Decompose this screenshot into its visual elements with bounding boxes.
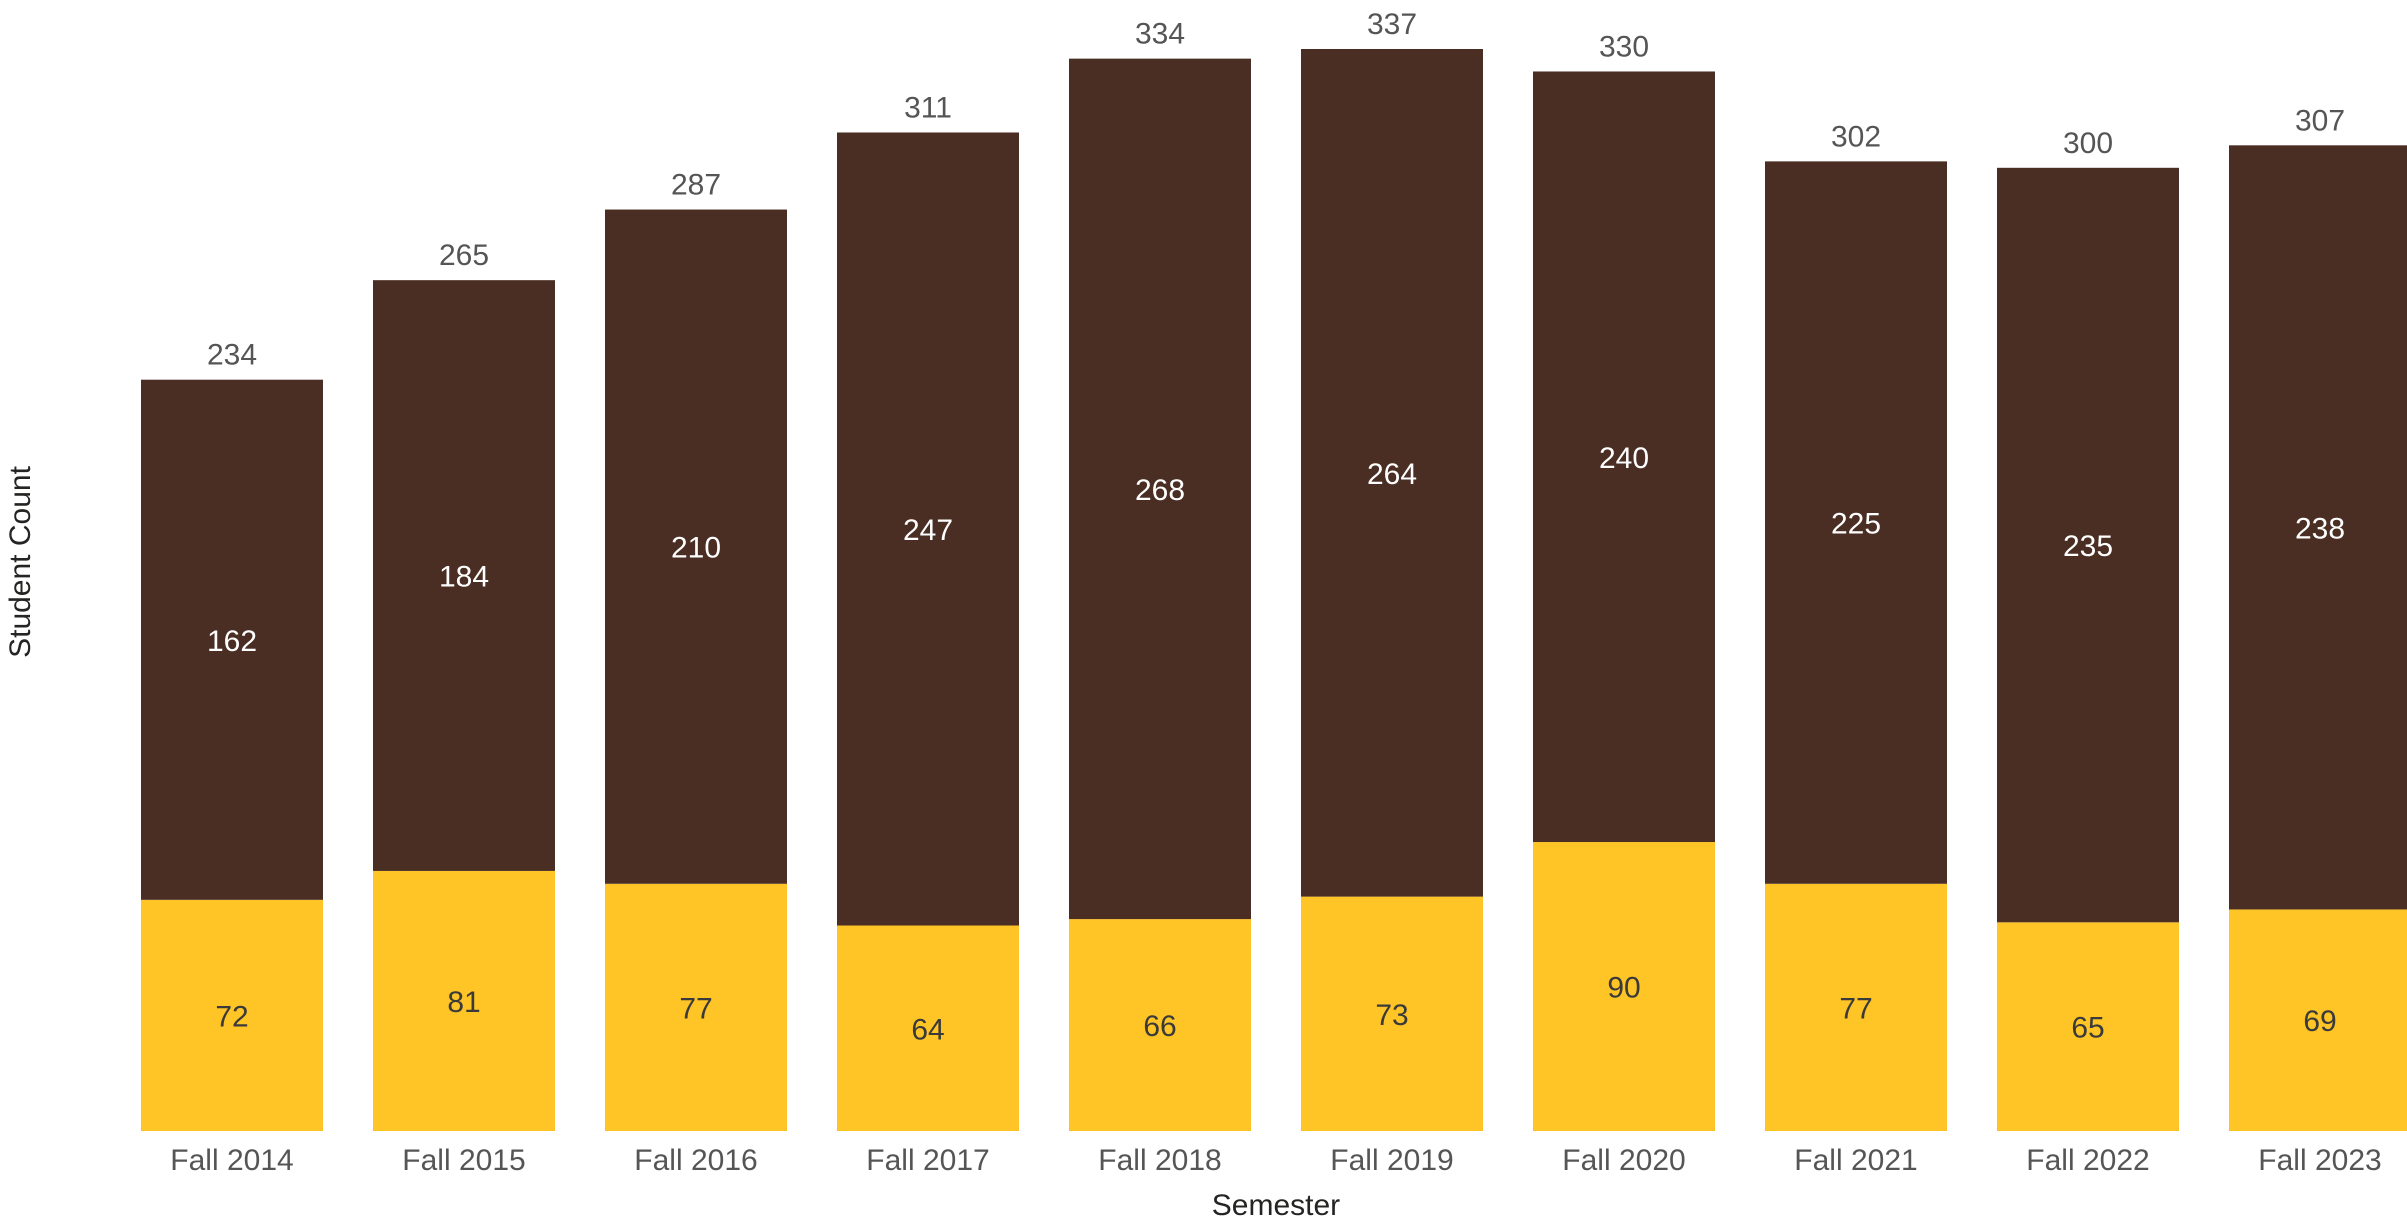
x-tick-label: Fall 2022 (2026, 1144, 2149, 1177)
x-tick-label: Fall 2016 (634, 1144, 757, 1177)
bar-segment-upper-fall-2021[interactable] (1765, 161, 1947, 884)
segment-value-label: 264 (1367, 458, 1417, 491)
segment-value-label: 77 (679, 992, 712, 1025)
x-tick-label: Fall 2018 (1098, 1144, 1221, 1177)
x-tick-label: Fall 2023 (2258, 1144, 2381, 1177)
bar-segment-upper-fall-2019[interactable] (1301, 49, 1483, 897)
bar-segment-lower-fall-2017[interactable] (837, 925, 1019, 1131)
segment-value-label: 72 (215, 1000, 248, 1033)
segment-value-label: 238 (2295, 512, 2345, 545)
segment-value-label: 162 (207, 625, 257, 658)
x-tick-label: Fall 2019 (1330, 1144, 1453, 1177)
bar-segment-lower-fall-2015[interactable] (373, 870, 555, 1131)
segment-value-label: 73 (1375, 999, 1408, 1032)
segment-value-label: 235 (2063, 530, 2113, 563)
bar-segment-lower-fall-2022[interactable] (1997, 922, 2179, 1131)
x-tick-label: Fall 2021 (1794, 1144, 1917, 1177)
bar-segment-lower-fall-2014[interactable] (141, 899, 323, 1131)
total-value-label: 330 (1599, 30, 1649, 63)
total-value-label: 234 (207, 339, 257, 372)
segment-value-label: 81 (447, 986, 480, 1019)
total-value-label: 311 (904, 91, 952, 124)
bar-segment-lower-fall-2018[interactable] (1069, 919, 1251, 1131)
x-tick-label: Fall 2015 (402, 1144, 525, 1177)
bar-segment-upper-fall-2016[interactable] (605, 209, 787, 884)
bar-segment-lower-fall-2023[interactable] (2229, 909, 2407, 1131)
bar-segment-upper-fall-2015[interactable] (373, 280, 555, 871)
bars-layer (141, 49, 2407, 1131)
total-value-label: 300 (2063, 127, 2113, 160)
total-value-label: 302 (1831, 120, 1881, 153)
x-tick-label: Fall 2014 (170, 1144, 293, 1177)
segment-value-label: 64 (911, 1013, 944, 1046)
bar-segment-upper-fall-2020[interactable] (1533, 71, 1715, 843)
segment-value-label: 240 (1599, 442, 1649, 475)
segment-value-label: 69 (2303, 1005, 2336, 1038)
segment-value-label: 225 (1831, 508, 1881, 541)
x-axis-ticks: Fall 2014 Fall 2015 Fall 2016 Fall 2017 Fall… (170, 1144, 2381, 1177)
segment-value-label: 268 (1135, 474, 1185, 507)
segment-value-label: 77 (1839, 992, 1872, 1025)
segment-value-label: 184 (439, 561, 489, 594)
total-value-label: 337 (1367, 8, 1417, 41)
segment-value-label: 65 (2071, 1012, 2104, 1045)
bar-segment-upper-fall-2023[interactable] (2229, 145, 2407, 910)
total-value-label: 334 (1135, 18, 1185, 51)
x-tick-label: Fall 2020 (1562, 1144, 1685, 1177)
bar-segment-upper-fall-2017[interactable] (837, 132, 1019, 926)
bar-segment-lower-fall-2016[interactable] (605, 883, 787, 1131)
total-value-label: 307 (2295, 104, 2345, 137)
bar-segment-upper-fall-2022[interactable] (1997, 167, 2179, 923)
segment-value-label: 90 (1607, 972, 1640, 1005)
bar-segment-lower-fall-2020[interactable] (1533, 842, 1715, 1131)
labels-layer: 72 162 234 81 184 265 77 210 287 64 247 311 66 268 334… (207, 8, 2345, 1046)
total-value-label: 287 (671, 169, 721, 202)
total-value-label: 265 (439, 239, 489, 272)
bar-segment-upper-fall-2018[interactable] (1069, 58, 1251, 920)
segment-value-label: 66 (1143, 1010, 1176, 1043)
bar-segment-lower-fall-2021[interactable] (1765, 883, 1947, 1131)
segment-value-label: 247 (903, 514, 953, 547)
bar-segment-lower-fall-2019[interactable] (1301, 896, 1483, 1131)
y-axis-title: Student Count (4, 465, 37, 657)
x-tick-label: Fall 2017 (866, 1144, 989, 1177)
segment-value-label: 210 (671, 532, 721, 565)
x-axis-title: Semester (1212, 1189, 1340, 1222)
bar-segment-upper-fall-2014[interactable] (141, 379, 323, 900)
